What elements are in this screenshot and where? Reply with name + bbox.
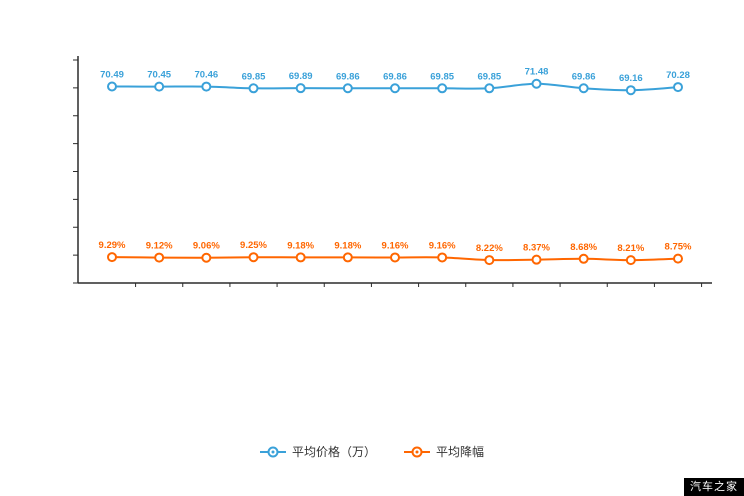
data-label: 8.22% [476, 243, 503, 254]
data-label: 8.37% [523, 243, 550, 254]
data-label: 9.18% [334, 240, 361, 251]
data-label: 8.68% [570, 242, 597, 253]
data-point[interactable] [673, 253, 683, 264]
data-label: 8.75% [665, 242, 692, 253]
legend-item-series2[interactable]: 平均降幅 [404, 443, 484, 460]
data-label: 9.16% [382, 240, 409, 251]
data-label: 69.16 [619, 73, 643, 84]
data-label: 9.25% [240, 240, 267, 251]
data-point[interactable] [201, 81, 212, 92]
data-point[interactable] [390, 83, 400, 94]
data-point[interactable] [154, 252, 165, 263]
data-label: 70.45 [147, 70, 171, 81]
data-label: 9.29% [99, 240, 126, 251]
data-label: 69.86 [572, 71, 596, 82]
data-point[interactable] [531, 254, 542, 265]
data-point[interactable] [248, 83, 259, 94]
data-point[interactable] [342, 252, 353, 263]
data-point[interactable] [625, 255, 636, 266]
data-label: 71.48 [525, 67, 549, 78]
data-label: 9.12% [146, 241, 173, 252]
data-label: 69.89 [289, 71, 313, 82]
data-label: 9.18% [287, 240, 314, 251]
data-point[interactable] [484, 255, 495, 266]
data-point[interactable] [154, 81, 165, 92]
data-point[interactable] [437, 83, 448, 94]
data-point[interactable] [107, 81, 117, 92]
data-label: 70.49 [100, 70, 124, 81]
watermark-autohome: 汽车之家 [684, 478, 744, 496]
data-label: 70.28 [666, 70, 690, 81]
legend-label-series1: 平均价格（万） [291, 445, 376, 459]
data-point[interactable] [295, 83, 306, 94]
data-point[interactable] [673, 82, 683, 93]
data-label: 9.06% [193, 241, 220, 252]
data-point[interactable] [201, 252, 212, 263]
data-point[interactable] [437, 252, 448, 263]
data-label: 69.85 [430, 71, 454, 82]
data-point[interactable] [295, 252, 306, 263]
data-point[interactable] [107, 252, 117, 263]
data-label: 69.86 [383, 71, 407, 82]
data-point[interactable] [390, 252, 400, 263]
data-label: 69.85 [242, 71, 266, 82]
legend-marker-series2-icon [404, 446, 430, 457]
chart-legend: 平均价格（万） 平均降幅 [0, 443, 744, 460]
data-label: 70.46 [194, 70, 218, 81]
legend-item-series1[interactable]: 平均价格（万） [259, 443, 376, 460]
data-point[interactable] [484, 83, 495, 94]
data-point[interactable] [342, 83, 353, 94]
data-point[interactable] [578, 253, 589, 264]
data-label: 69.86 [336, 71, 360, 82]
data-label: 69.85 [477, 71, 501, 82]
data-point[interactable] [531, 78, 542, 89]
data-point[interactable] [248, 252, 259, 263]
legend-marker-series1-icon [259, 446, 286, 457]
data-label: 8.21% [617, 243, 644, 254]
legend-label-series2: 平均降幅 [436, 445, 485, 459]
data-point[interactable] [625, 85, 636, 96]
data-label: 9.16% [429, 240, 456, 251]
data-point[interactable] [578, 83, 589, 94]
